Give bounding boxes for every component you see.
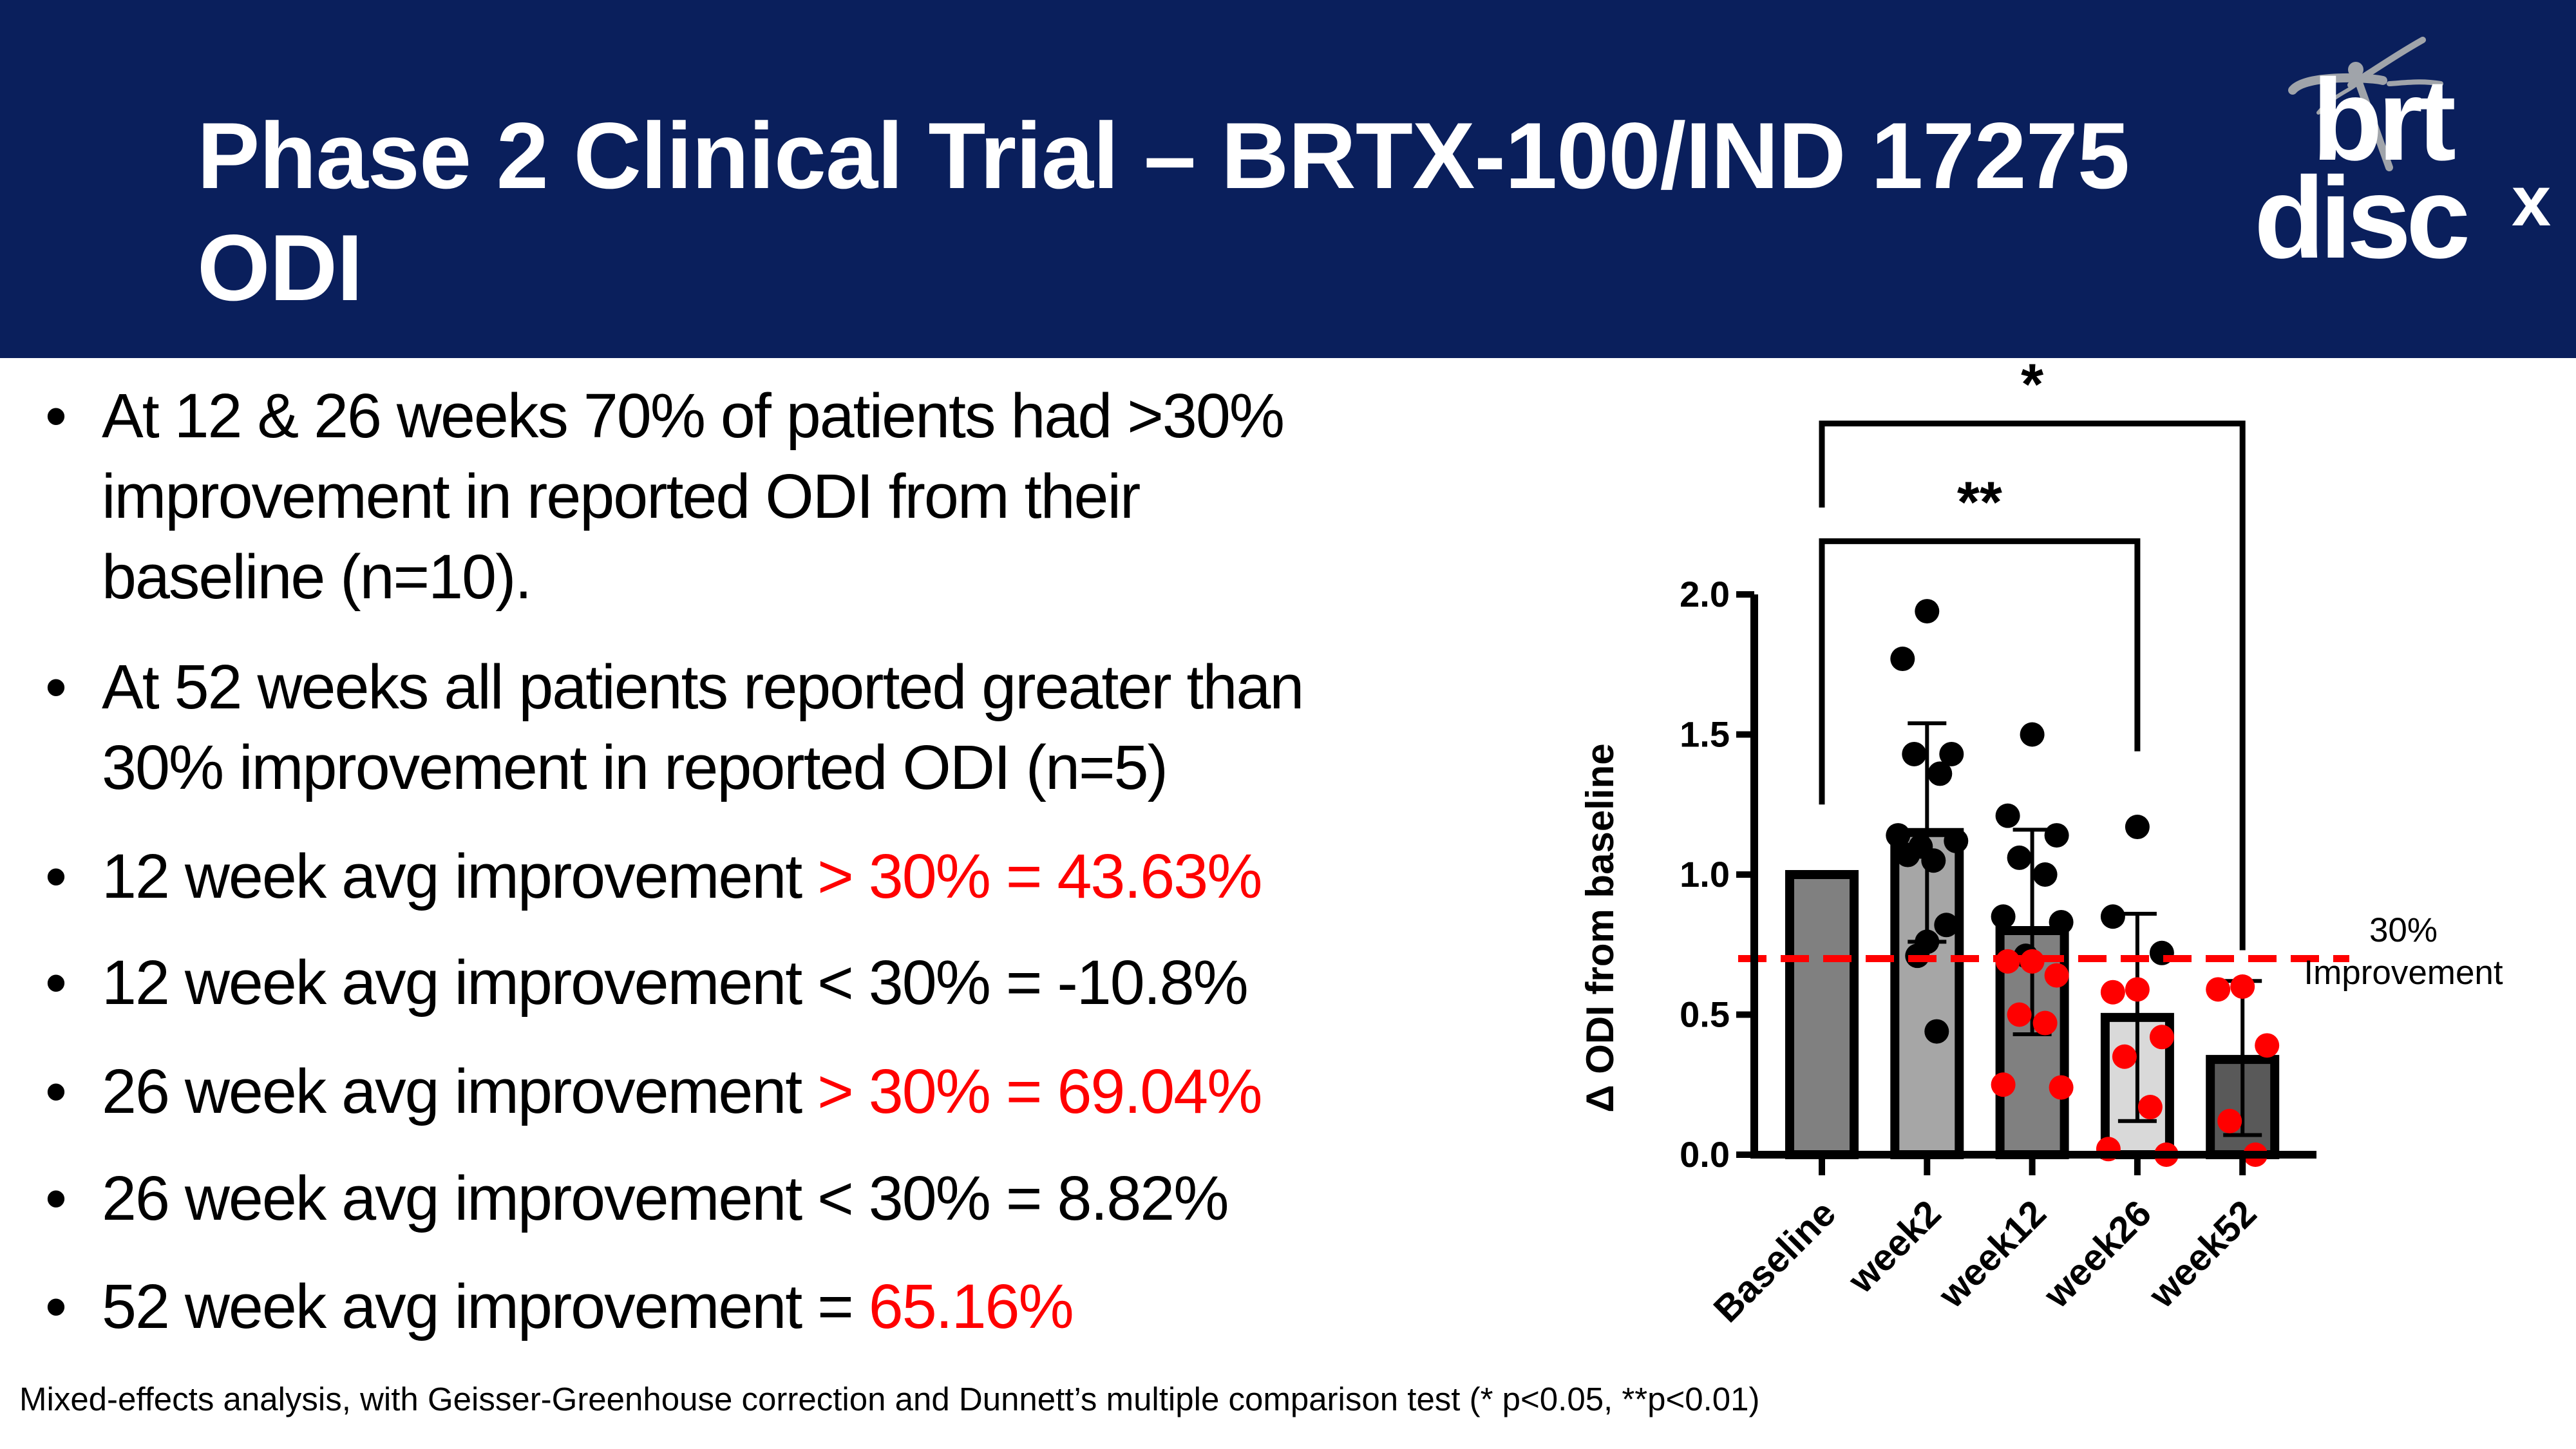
data-point-black <box>1991 904 2016 929</box>
logo-text-brt: brt <box>2312 55 2455 185</box>
bullet-text: 12 week avg improvement < 30% = -10.8% <box>102 947 1249 1018</box>
y-axis-label: Δ ODI from baseline <box>1578 743 1622 1112</box>
logo-text-disc: disc <box>2254 153 2467 283</box>
y-tick-label: 1.0 <box>1680 854 1730 895</box>
data-point-black <box>2020 722 2045 747</box>
data-point-black <box>2007 845 2032 870</box>
significance-label: ** <box>1957 470 2002 535</box>
bullet-text: 26 week avg improvement <box>102 1056 818 1126</box>
data-point-black <box>1924 1019 1949 1044</box>
bullet-highlight: > 30% = 43.63% <box>817 841 1262 911</box>
data-point-black <box>1886 823 1911 848</box>
threshold-label: Improvement <box>2304 954 2503 992</box>
slide-title: Phase 2 Clinical Trial – BRTX-100/IND 17… <box>197 100 2130 324</box>
bullet-item: • 12 week avg improvement > 30% = 43.63% <box>45 836 1262 916</box>
bullet-dot: • <box>45 652 67 722</box>
bullet-dot: • <box>45 947 67 1018</box>
title-banner: Phase 2 Clinical Trial – BRTX-100/IND 17… <box>0 0 2576 358</box>
bullet-dot: • <box>45 381 67 451</box>
y-tick-label: 1.5 <box>1680 714 1730 755</box>
bullet-text: 12 week avg improvement <box>102 841 818 911</box>
bullet-text: 52 week avg improvement = <box>102 1271 869 1341</box>
bullet-line: At 12 & 26 weeks 70% of patients had >30… <box>102 381 1285 451</box>
bullet-line: At 52 weeks all patients reported greate… <box>102 652 1304 722</box>
data-point-red <box>2125 977 2150 1002</box>
data-point-black <box>2032 862 2058 887</box>
bullet-item: • 26 week avg improvement > 30% = 69.04% <box>45 1051 1262 1132</box>
bar-Baseline <box>1785 870 1859 1159</box>
bullet-line: 30% improvement in reported ODI (n=5) <box>102 732 1168 802</box>
bullet-dot: • <box>45 1271 67 1341</box>
bullet-item: • 52 week avg improvement = 65.16% <box>45 1266 1074 1347</box>
bullet-line: improvement in reported ODI from their <box>102 461 1141 531</box>
logo-text-x: x <box>2512 162 2551 241</box>
data-point-red <box>2230 974 2255 999</box>
y-tick-label: 2.0 <box>1680 574 1730 614</box>
data-point-black <box>1934 913 1959 938</box>
data-point-red <box>2149 1025 2174 1050</box>
data-point-black <box>2044 823 2069 848</box>
data-point-red <box>2255 1033 2280 1058</box>
significance-bracket <box>1819 421 2246 951</box>
x-tick-label: week52 <box>2141 1192 2265 1316</box>
data-point-black <box>1902 741 1927 766</box>
bullet-item: • 12 week avg improvement < 30% = -10.8% <box>45 942 1249 1023</box>
data-point-black <box>1915 599 1940 624</box>
bullet-item: • At 52 weeks all patients reported grea… <box>45 647 1304 808</box>
bullet-dot: • <box>45 1056 67 1126</box>
bullet-dot: • <box>45 1163 67 1233</box>
data-point-black <box>1995 803 2020 828</box>
data-point-red <box>2206 977 2231 1002</box>
data-point-black <box>2049 909 2074 934</box>
data-point-red <box>2112 1044 2137 1069</box>
data-point-black <box>2125 815 2150 840</box>
data-point-red <box>2217 1108 2242 1133</box>
data-point-red <box>2137 1095 2163 1120</box>
title-line-2: ODI <box>197 215 363 320</box>
x-tick-label: week12 <box>1930 1192 2054 1316</box>
data-point-black <box>1939 741 1964 766</box>
data-point-red <box>2007 1002 2032 1027</box>
data-point-black <box>1927 761 1953 786</box>
data-point-black <box>1890 647 1915 672</box>
x-tick-label: week26 <box>2035 1192 2159 1316</box>
footnote: Mixed-effects analysis, with Geisser-Gre… <box>19 1381 1760 1417</box>
x-tick-label: Baseline <box>1706 1192 1844 1331</box>
data-point-red <box>1991 1072 2016 1097</box>
bullet-highlight: > 30% = 69.04% <box>817 1056 1262 1126</box>
swoosh-figure-icon <box>2288 37 2443 171</box>
data-point-black <box>1944 828 1969 853</box>
y-tick-label: 0.0 <box>1680 1134 1730 1175</box>
significance-bracket <box>1819 538 2141 805</box>
data-point-red <box>2049 1075 2074 1100</box>
y-tick-label: 0.5 <box>1680 994 1730 1035</box>
significance-label: * <box>2021 353 2043 417</box>
data-point-black <box>1895 842 1920 867</box>
bullet-item: • At 12 & 26 weeks 70% of patients had >… <box>45 375 1285 617</box>
bullet-item: • 26 week avg improvement < 30% = 8.82% <box>45 1158 1229 1238</box>
data-point-red <box>2032 1010 2058 1036</box>
data-point-red <box>2100 980 2125 1005</box>
bullet-text: 26 week avg improvement < 30% = 8.82% <box>102 1163 1229 1233</box>
data-point-red <box>2044 963 2069 988</box>
brt-disc-logo: brt disc x <box>2254 37 2551 283</box>
data-point-black <box>1921 848 1946 873</box>
bullet-line: baseline (n=10). <box>102 542 532 612</box>
bullet-dot: • <box>45 841 67 911</box>
title-line-1: Phase 2 Clinical Trial – BRTX-100/IND 17… <box>197 103 2130 208</box>
data-point-black <box>2100 904 2125 929</box>
threshold-label: 30% <box>2369 911 2438 949</box>
bullet-highlight: 65.16% <box>868 1271 1074 1341</box>
